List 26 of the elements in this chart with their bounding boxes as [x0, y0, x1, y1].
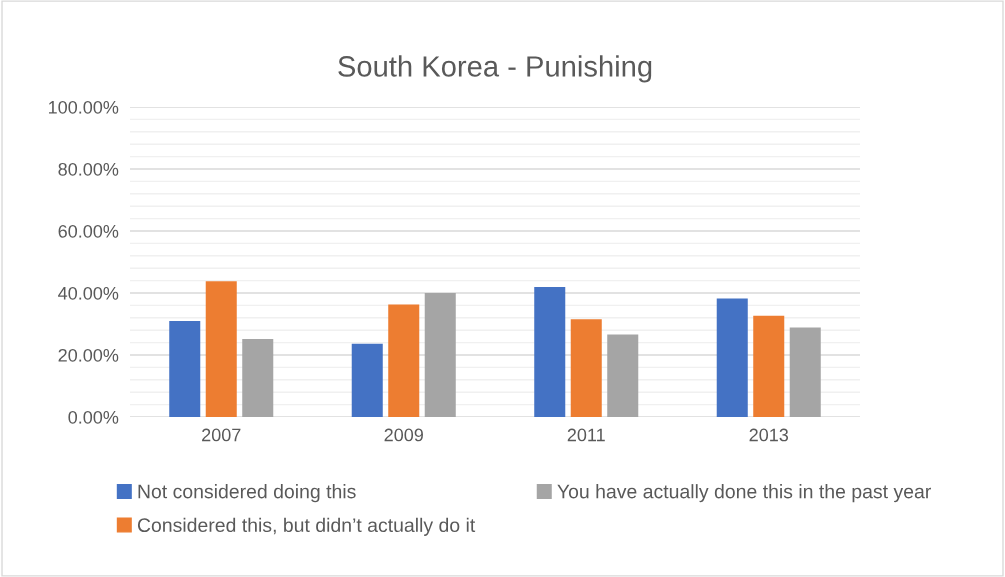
- bar: [169, 320, 201, 417]
- bar: [388, 304, 420, 417]
- bar: [716, 298, 748, 417]
- legend-label: Considered this, but didn’t actually do it: [137, 517, 476, 536]
- bar: [351, 343, 383, 417]
- bar: [570, 319, 602, 417]
- y-tick-label: 60.00%: [58, 224, 119, 238]
- legend-label: You have actually done this in the past year: [557, 484, 931, 503]
- x-tick-label: 2007: [202, 428, 241, 442]
- legend-label: Not considered doing this: [138, 484, 356, 503]
- y-tick-label: 20.00%: [58, 348, 119, 362]
- bar: [242, 338, 274, 417]
- bar: [205, 281, 237, 417]
- y-tick-label: 0.00%: [68, 410, 119, 424]
- x-tick-label: 2013: [749, 428, 789, 442]
- bar: [607, 334, 639, 417]
- x-tick-label: 2011: [567, 428, 605, 442]
- bar: [534, 287, 566, 417]
- bar: [753, 315, 785, 417]
- x-tick-label: 2009: [384, 428, 423, 442]
- y-tick-label: 80.00%: [58, 162, 119, 176]
- y-tick-label: 40.00%: [58, 286, 119, 300]
- bar: [424, 293, 456, 417]
- bar: [789, 327, 821, 417]
- chart-title: South Korea - Punishing: [338, 55, 652, 83]
- y-tick-label: 100.00%: [48, 100, 119, 114]
